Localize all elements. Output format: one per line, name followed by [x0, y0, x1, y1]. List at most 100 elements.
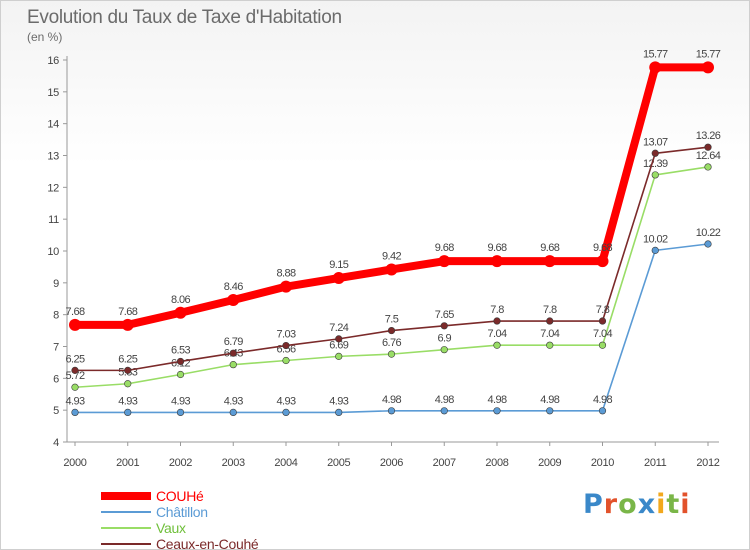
data-label: 9.68: [435, 242, 454, 254]
x-tick-label: 2002: [169, 457, 192, 469]
legend-label: Ceaux-en-Couhé: [156, 536, 259, 550]
data-point: [440, 407, 448, 415]
data-label: 7.65: [435, 309, 454, 321]
data-label: 4.98: [540, 394, 559, 406]
data-label: 4.93: [171, 395, 190, 407]
legend-swatch: [101, 543, 151, 545]
legend-swatch: [101, 527, 151, 529]
legend-label: Châtillon: [156, 504, 208, 520]
data-label: 6.25: [65, 353, 84, 365]
data-label: 7.04: [487, 328, 506, 340]
data-label: 6.69: [329, 339, 348, 351]
data-label: 8.46: [224, 281, 243, 293]
data-label: 4.93: [276, 395, 295, 407]
data-label: 7.5: [385, 314, 399, 326]
data-point: [440, 346, 448, 354]
data-label: 8.06: [171, 294, 190, 306]
data-label: 7.24: [329, 322, 348, 334]
y-tick-label: 15: [47, 87, 59, 99]
y-tick-label: 8: [53, 310, 59, 322]
data-point: [702, 61, 714, 74]
x-tick-label: 2006: [380, 457, 403, 469]
data-point: [651, 171, 659, 179]
data-point: [229, 349, 237, 357]
legend-swatch: [101, 492, 151, 500]
data-label: 13.07: [643, 136, 668, 148]
data-point: [176, 408, 185, 416]
data-point: [651, 246, 659, 254]
data-label: 4.98: [487, 394, 506, 406]
data-label: 4.98: [593, 394, 612, 406]
series-2: 5.725.836.126.436.566.696.766.97.047.047…: [65, 150, 721, 391]
data-point: [387, 350, 396, 358]
data-point: [543, 255, 556, 268]
data-point: [176, 357, 185, 366]
logo-letter: i: [656, 489, 667, 520]
data-label: 4.93: [65, 395, 84, 407]
y-tick-label: 16: [47, 55, 59, 67]
y-tick-label: 5: [53, 405, 59, 417]
data-label: 4.98: [382, 394, 401, 406]
data-label: 5.72: [65, 370, 84, 382]
data-label: 7.04: [593, 328, 612, 340]
data-label: 6.25: [118, 353, 137, 365]
data-label: 6.76: [382, 337, 401, 349]
logo-letter: r: [603, 489, 619, 520]
data-point: [280, 280, 292, 293]
legend-label: COUHé: [156, 488, 204, 504]
legend-swatch: [101, 511, 151, 513]
data-label: 7.8: [543, 304, 557, 316]
data-point: [229, 361, 237, 369]
data-label: 7.68: [118, 306, 137, 318]
data-point: [704, 143, 712, 151]
data-label: 6.53: [171, 344, 190, 356]
series-0: 7.68 7.68 8.06 8.46 8.88 9.15 9.42 9.68 9.68 9.68…: [65, 48, 721, 331]
data-point: [598, 317, 607, 325]
x-tick-label: 2008: [485, 457, 508, 469]
data-point: [651, 149, 659, 157]
data-label: 9.15: [329, 259, 348, 271]
data-label: 12.39: [643, 158, 668, 170]
data-point: [493, 407, 501, 415]
data-label: 7.8: [490, 304, 504, 316]
logo-letter: P: [583, 489, 604, 520]
data-label: 13.26: [696, 130, 721, 142]
data-point: [282, 341, 290, 350]
data-point: [596, 255, 609, 268]
y-tick-label: 14: [47, 119, 59, 131]
data-point: [282, 356, 290, 365]
data-point: [598, 341, 607, 349]
data-label: 9.68: [593, 242, 612, 254]
data-label: 7.8: [596, 304, 610, 316]
y-tick-label: 6: [53, 373, 59, 385]
x-tick-label: 2003: [222, 457, 245, 469]
y-tick-label: 11: [48, 214, 59, 226]
data-point: [546, 317, 554, 325]
data-label: 4.93: [118, 395, 137, 407]
data-point: [121, 318, 134, 331]
y-tick-label: 9: [53, 278, 59, 290]
logo-letter: x: [637, 489, 657, 520]
proxiti-logo: Proxiti: [583, 489, 691, 520]
data-label: 15.77: [696, 48, 721, 60]
data-point: [704, 163, 712, 171]
data-point: [440, 322, 448, 330]
data-label: 7.68: [65, 306, 84, 318]
data-point: [335, 352, 343, 360]
data-point: [332, 272, 345, 285]
data-point: [335, 408, 343, 416]
data-point: [227, 294, 240, 307]
data-point: [385, 263, 398, 276]
data-label: 9.68: [540, 242, 559, 254]
data-point: [124, 408, 132, 416]
data-label: 15.77: [643, 48, 668, 60]
data-point: [71, 383, 79, 391]
data-label: 10.22: [696, 227, 721, 239]
data-point: [71, 366, 79, 374]
x-tick-label: 2004: [274, 457, 297, 469]
data-point: [124, 380, 132, 388]
data-label: 4.93: [329, 395, 348, 407]
data-label: 4.93: [224, 395, 243, 407]
